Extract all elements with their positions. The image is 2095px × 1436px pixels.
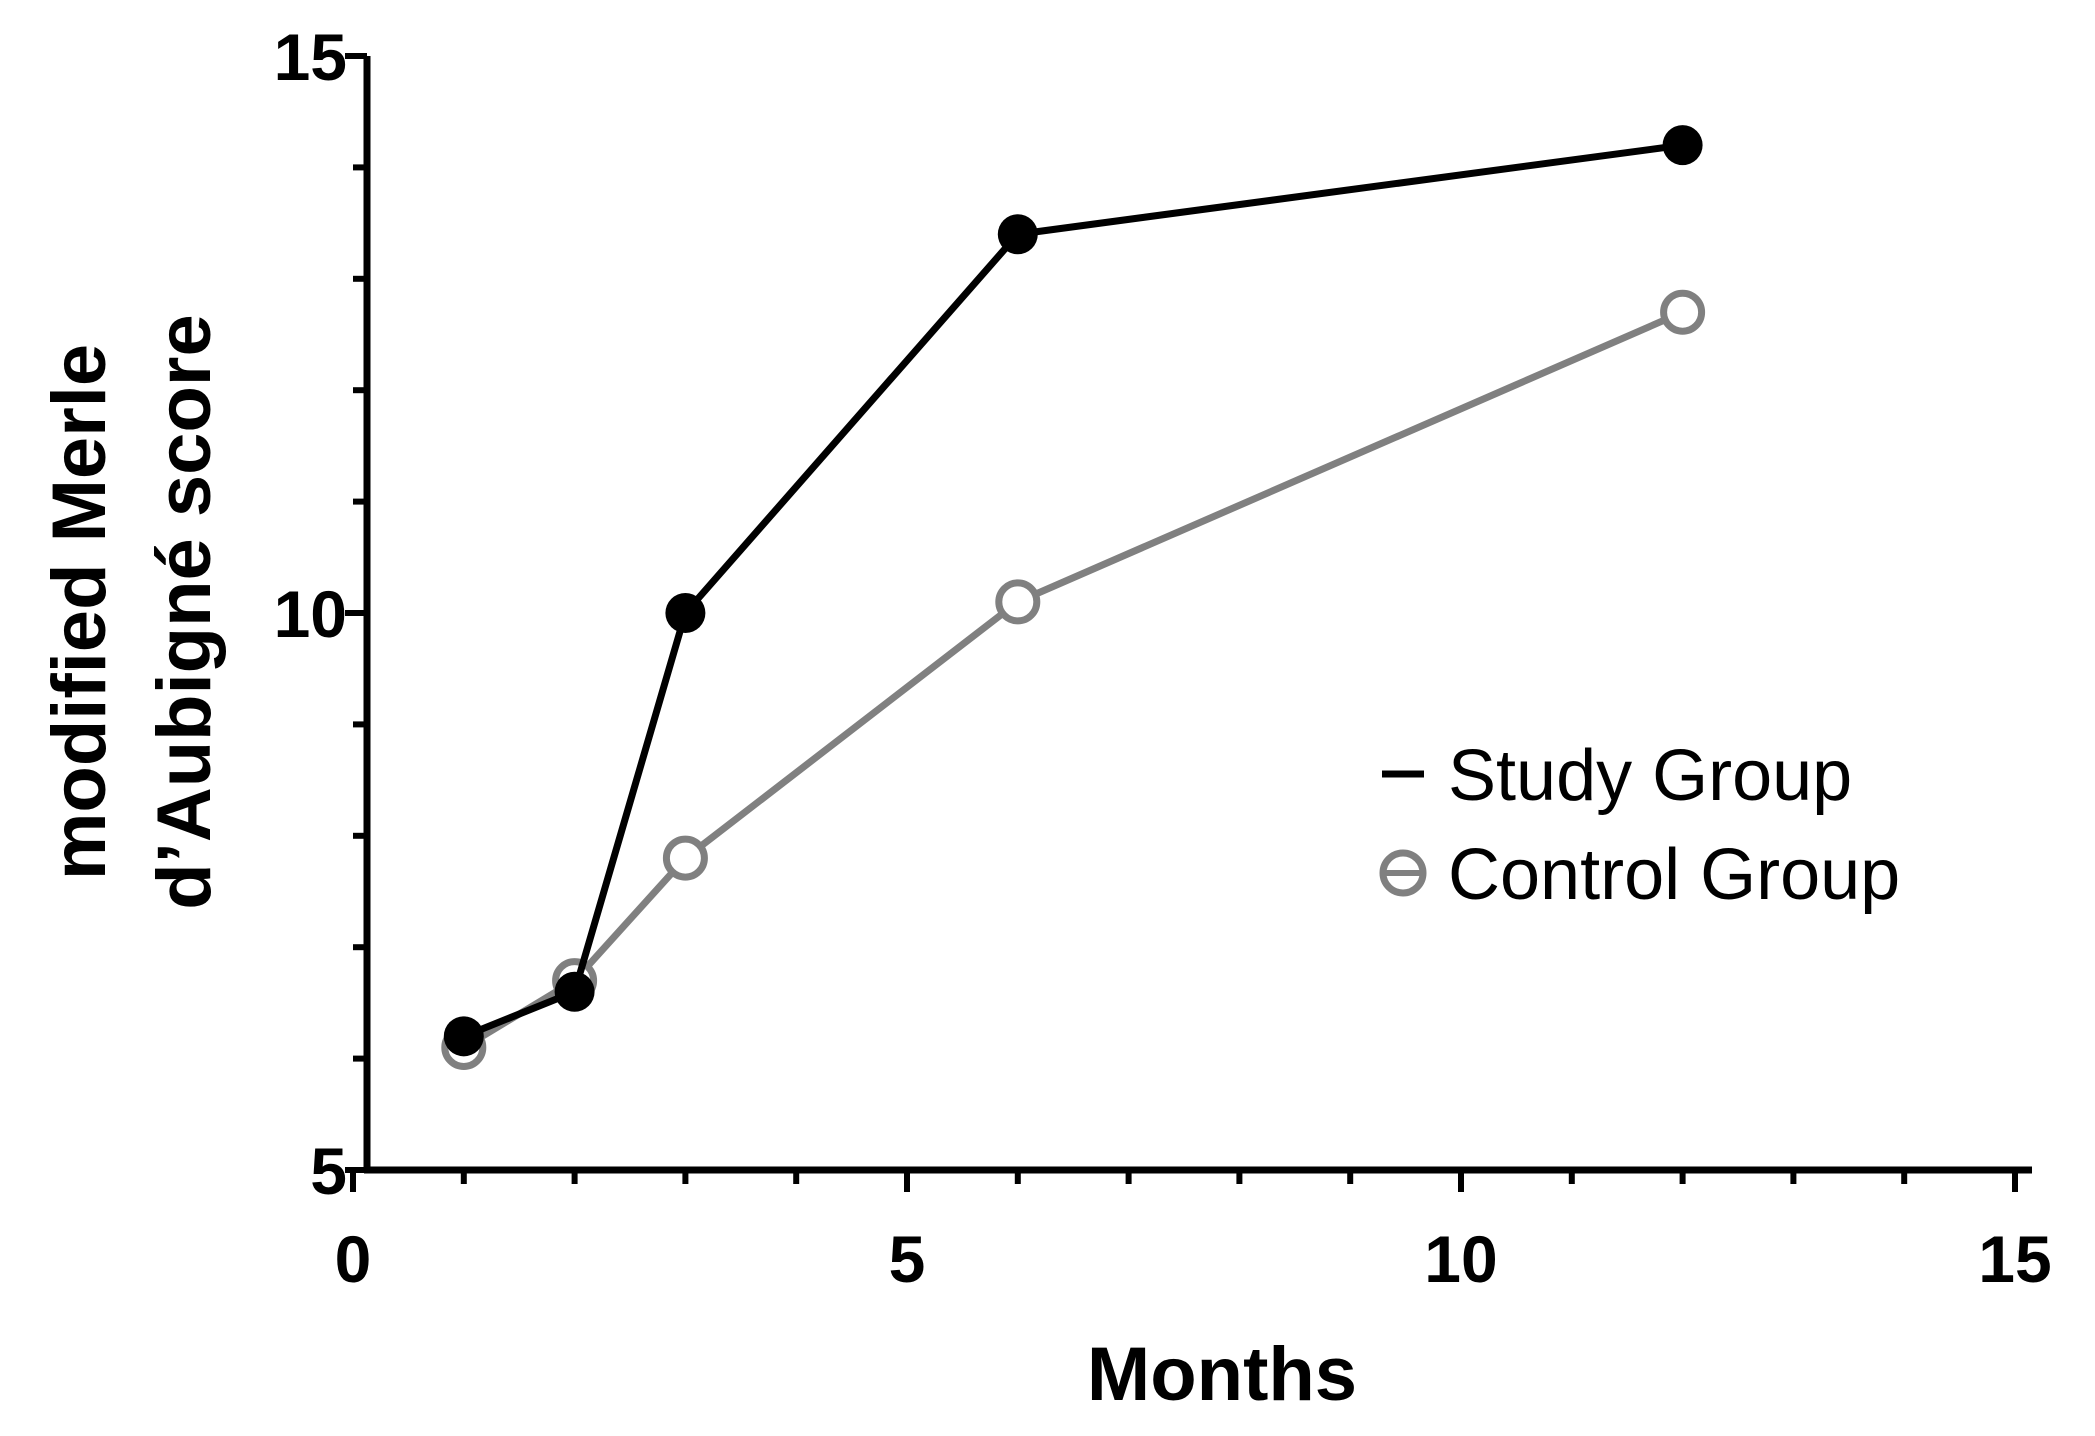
data-point-study-group	[997, 214, 1038, 255]
data-point-control-group	[1660, 289, 1706, 335]
y-tick-label: 15	[274, 20, 347, 94]
ticks	[345, 53, 2018, 1192]
series-control-group	[441, 289, 1706, 1070]
x-tick-label: 5	[889, 1222, 926, 1296]
x-axis-title: Months	[1087, 1332, 1357, 1417]
tick-labels: 0 5 10 15 5 10 15	[274, 20, 2052, 1296]
legend-item-control-group: Control Group	[1379, 835, 1900, 915]
data-point-study-group	[554, 971, 595, 1012]
data-point-control-group	[995, 579, 1041, 625]
data-point-study-group	[443, 1016, 484, 1057]
y-axis-title-line-1: modified Merle	[37, 344, 122, 880]
legend-label-control-group: Control Group	[1448, 835, 1900, 915]
axes	[363, 56, 2032, 1174]
series-line-control-group	[461, 309, 1684, 1051]
series-study-group	[443, 125, 1703, 1057]
series-layer	[441, 125, 1706, 1070]
y-tick-label: 5	[310, 1134, 347, 1208]
x-tick-label: 10	[1424, 1222, 1497, 1296]
y-tick-label: 10	[274, 577, 347, 651]
legend: Study Group Control Group	[1379, 736, 1900, 915]
data-point-study-group	[1662, 125, 1703, 166]
data-point-control-group	[662, 835, 708, 881]
x-tick-label: 15	[1978, 1222, 2051, 1296]
legend-item-study-group: Study Group	[1382, 736, 1852, 816]
y-axis-title: modified Merle d’Aubigné score	[37, 314, 227, 909]
y-axis-title-line-2: d’Aubigné score	[142, 314, 227, 909]
data-point-study-group	[665, 593, 706, 633]
x-tick-label: 0	[335, 1222, 372, 1296]
legend-label-study-group: Study Group	[1448, 736, 1852, 816]
